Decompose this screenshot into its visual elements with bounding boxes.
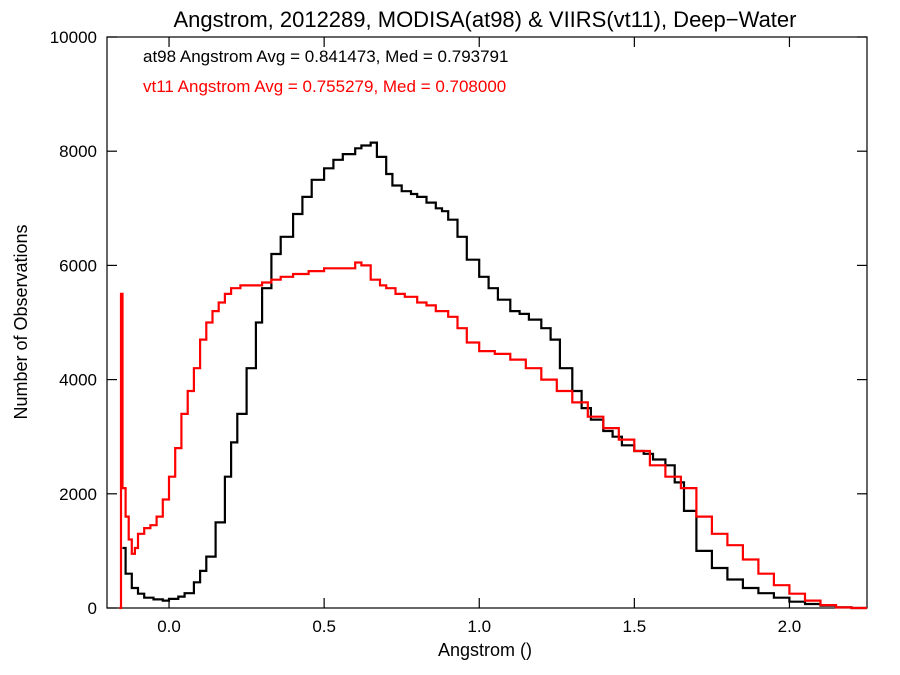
legend-at98-text: at98 Angstrom Avg = 0.841473, Med = 0.79…: [143, 47, 508, 66]
series-layer: [119, 141, 867, 610]
series-at98-line: [122, 141, 867, 610]
axis-ticks: 0.0 0.5 1.0 1.5 2.0 0 2000 4000 6000 8000 10000: [50, 28, 867, 636]
x-axis-label: Angstrom (): [438, 640, 532, 660]
x-tick-label: 1.0: [467, 617, 491, 636]
y-tick-label: 10000: [50, 28, 97, 47]
series-vt11-line: [119, 261, 867, 610]
y-tick-label: 4000: [59, 371, 97, 390]
x-tick-label: 1.5: [623, 617, 647, 636]
plot-frame: [106, 36, 868, 609]
plot-area: 0.0 0.5 1.0 1.5 2.0 0 2000 4000 6000 8000 10000: [50, 28, 868, 636]
x-tick-label: 0.5: [312, 617, 336, 636]
y-tick-label: 6000: [59, 256, 97, 275]
y-tick-label: 8000: [59, 142, 97, 161]
y-tick-label: 0: [88, 599, 97, 618]
chart-title: Angstrom, 2012289, MODISA(at98) & VIIRS(…: [174, 7, 797, 32]
y-axis-label: Number of Observations: [11, 224, 31, 419]
x-tick-label: 2.0: [778, 617, 802, 636]
x-tick-label: 0.0: [157, 617, 181, 636]
legend-vt11-text: vt11 Angstrom Avg = 0.755279, Med = 0.70…: [143, 77, 506, 96]
y-tick-label: 2000: [59, 485, 97, 504]
